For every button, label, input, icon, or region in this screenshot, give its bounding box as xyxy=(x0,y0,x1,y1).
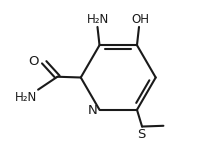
Text: OH: OH xyxy=(131,13,149,26)
Text: H₂N: H₂N xyxy=(87,13,110,26)
Text: S: S xyxy=(137,128,145,141)
Text: O: O xyxy=(29,55,39,68)
Text: N: N xyxy=(87,104,97,117)
Text: H₂N: H₂N xyxy=(15,91,37,104)
